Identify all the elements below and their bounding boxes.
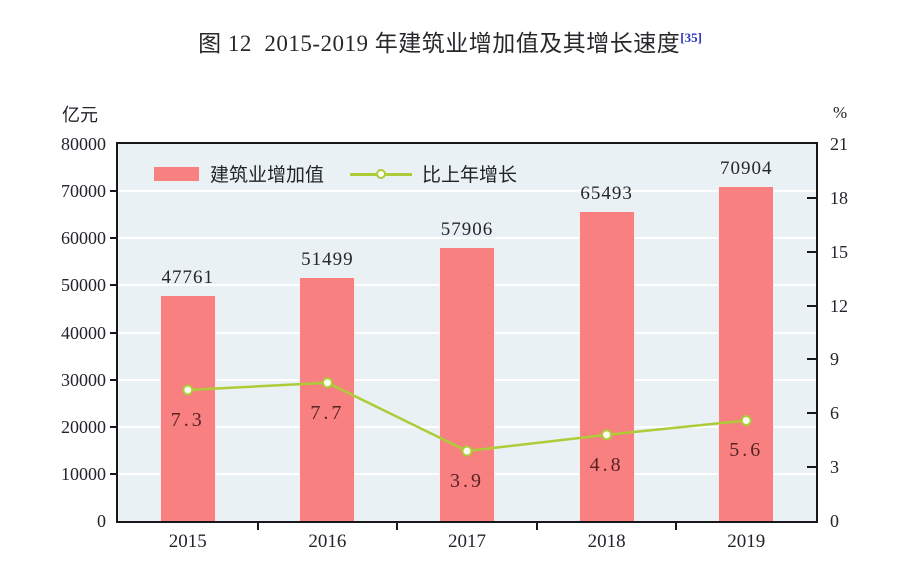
x-tick-mark: [535, 523, 538, 530]
y-left-tick-label: 40000: [61, 322, 106, 343]
y-right-tick-label: 9: [830, 349, 839, 370]
legend-bar-swatch: [154, 166, 199, 181]
y-left-tick-mark: [110, 472, 117, 475]
grid-line: [118, 190, 816, 193]
x-tick-label: 2017: [448, 531, 486, 552]
y-left-tick-label: 80000: [61, 134, 106, 154]
y-left-tick-label: 10000: [61, 463, 106, 484]
line-marker-icon: [321, 377, 333, 389]
legend-line-swatch: [350, 167, 413, 181]
plot-area: 建筑业增加值 比上年增长 47761 51499 57906 65493 70904 7.…: [118, 144, 816, 521]
legend-label-line-series: 比上年增长: [422, 165, 518, 186]
y-right-axis-unit: %: [833, 103, 848, 122]
y-left-tick-label: 0: [97, 511, 106, 531]
y-right-tick-mark: [807, 304, 816, 307]
y-right-tick-label: 3: [830, 457, 839, 478]
y-left-tick-label: 70000: [61, 181, 106, 202]
bar: [299, 278, 356, 521]
x-tick-label: 2016: [308, 531, 347, 552]
y-right-tick-label: 18: [830, 187, 848, 208]
growth-value-label: 3.9: [450, 469, 484, 492]
legend: 建筑业增加值 比上年增长: [154, 160, 517, 187]
x-tick-mark: [256, 523, 259, 530]
grid-line: [118, 237, 816, 240]
line-marker-icon: [740, 414, 752, 426]
bar: [578, 212, 635, 521]
growth-line-series: [182, 377, 752, 457]
y-right-tick-mark: [807, 466, 816, 469]
growth-value-label: 7.3: [170, 408, 205, 431]
bar-value-label: 65493: [580, 183, 633, 205]
growth-value-label: 4.8: [589, 453, 624, 476]
y-right-tick-mark: [807, 250, 816, 253]
bar-value-label: 57906: [440, 219, 494, 241]
chart-title-footnote-ref: [35]: [680, 30, 702, 45]
y-right-tick-mark: [807, 412, 816, 415]
bar-value-label: 70904: [719, 157, 773, 179]
y-left-tick-mark: [110, 190, 117, 193]
y-right-tick-label: 12: [830, 295, 848, 316]
y-left-tick-label: 30000: [61, 369, 106, 390]
legend-marker-dot-icon: [376, 168, 387, 179]
bar-value-label: 51499: [301, 249, 354, 271]
y-right-tick-mark: [807, 196, 816, 199]
y-right-tick-label: 15: [830, 241, 848, 262]
y-right-tick-mark: [807, 358, 816, 361]
line-marker-icon: [601, 429, 613, 441]
y-right-tick-label: 6: [830, 403, 839, 424]
y-left-tick-label: 20000: [61, 416, 106, 437]
y-left-tick-mark: [110, 237, 117, 240]
y-left-tick-mark: [110, 331, 117, 334]
y-left-tick-mark: [110, 425, 117, 428]
y-left-tick-label: 50000: [61, 275, 106, 296]
y-left-tick-mark: [110, 284, 117, 287]
growth-value-label: 7.7: [310, 401, 345, 424]
x-tick-mark: [675, 523, 678, 530]
x-tick-label: 2015: [168, 531, 207, 552]
x-tick-mark: [396, 523, 399, 530]
legend-label-bar-series: 建筑业增加值: [210, 165, 325, 186]
x-tick-label: 2019: [727, 531, 766, 552]
y-left-tick-mark: [110, 378, 117, 381]
x-tick-label: 2018: [587, 531, 626, 552]
line-marker-icon: [182, 384, 194, 396]
bar: [718, 186, 775, 521]
y-left-axis-unit: 亿元: [62, 105, 98, 125]
y-right-tick-label: 21: [830, 134, 848, 154]
growth-value-label: 5.6: [729, 439, 764, 462]
chart-title-text: 图 12 2015-2019 年建筑业增加值及其增长速度: [198, 31, 681, 56]
line-marker-icon: [461, 445, 473, 457]
chart-title: 图 12 2015-2019 年建筑业增加值及其增长速度[35]: [0, 24, 900, 58]
y-left-tick-label: 60000: [61, 228, 106, 249]
growth-line: [187, 381, 747, 453]
y-right-tick-label: 0: [830, 511, 839, 531]
bar: [439, 248, 495, 521]
bar-value-label: 47761: [161, 266, 215, 288]
bar: [159, 295, 216, 521]
